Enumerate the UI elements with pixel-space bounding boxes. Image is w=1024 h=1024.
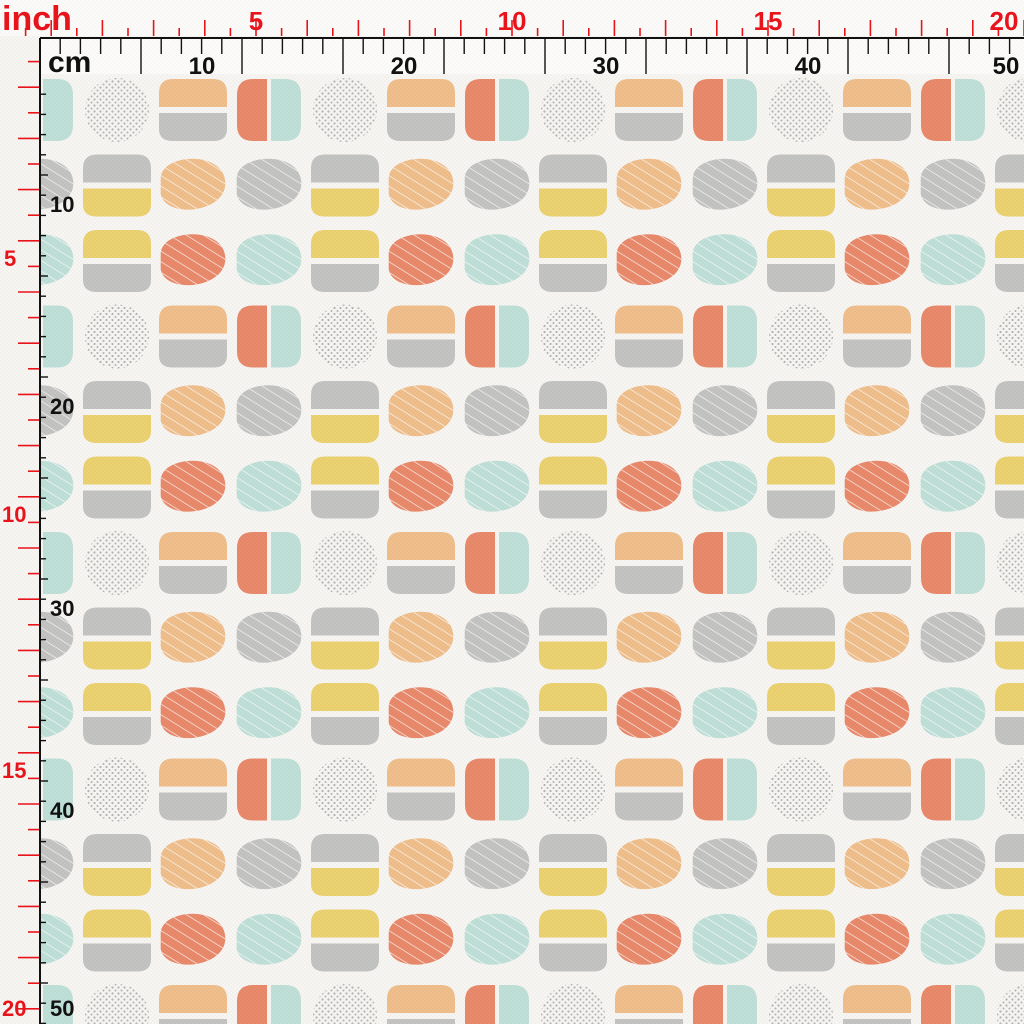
ruler-top-cm: cm 10 20 30 40 50 (40, 37, 1024, 80)
ruler-left-cm: 10 20 30 40 50 (39, 38, 74, 1024)
inch-left-label-5: 5 (4, 246, 16, 271)
inch-left-label-20: 20 (2, 996, 26, 1021)
cm-top-label-40: 40 (795, 53, 822, 80)
ruler-left-inch: 5 10 15 20 (2, 60, 40, 1021)
inch-top-label-5: 5 (249, 6, 263, 36)
cm-left-label-40: 40 (50, 798, 74, 823)
inch-unit-label: inch (2, 0, 72, 38)
cm-unit-label: cm (48, 46, 91, 79)
cm-left-label-20: 20 (50, 394, 74, 419)
inch-left-label-15: 15 (2, 758, 26, 783)
inch-top-label-15: 15 (754, 6, 783, 36)
cm-top-label-30: 30 (593, 53, 620, 80)
cm-left-label-50: 50 (50, 996, 74, 1021)
inch-top-label-20: 20 (990, 6, 1019, 36)
cm-top-label-20: 20 (391, 53, 418, 80)
inch-top-label-10: 10 (498, 6, 527, 36)
cm-top-label-10: 10 (189, 53, 216, 80)
cm-left-label-30: 30 (50, 596, 74, 621)
ruler-top-inch: inch 5 10 15 20 (0, 0, 1024, 38)
cm-left-label-10: 10 (50, 192, 74, 217)
inch-left-label-10: 10 (2, 502, 26, 527)
cm-top-label-50: 50 (993, 53, 1020, 80)
